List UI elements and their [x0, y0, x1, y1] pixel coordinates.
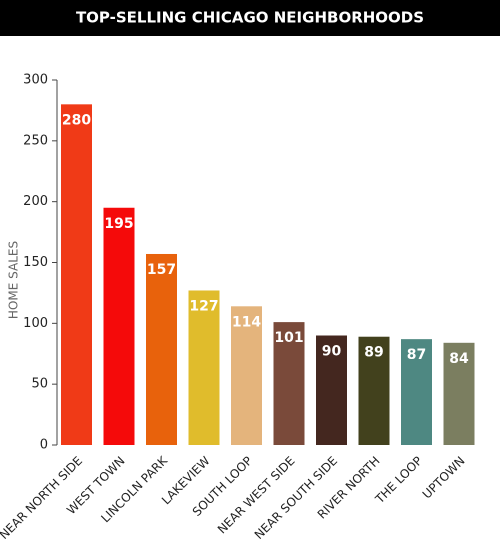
value-label: 87 [407, 347, 426, 363]
chart-title: TOP-SELLING CHICAGO NEIGHBORHOODS [76, 9, 424, 27]
bar [401, 339, 432, 445]
bar [231, 306, 262, 445]
value-label: 84 [449, 351, 469, 367]
x-tick-label: NEAR SOUTH SIDE [252, 454, 340, 541]
value-label: 89 [364, 345, 383, 361]
bar [443, 342, 475, 445]
y-tick-label: 100 [23, 316, 48, 331]
value-label: 114 [232, 314, 261, 330]
value-label: 157 [147, 262, 176, 278]
value-label: 195 [104, 216, 133, 232]
value-label: 101 [274, 330, 303, 346]
value-label: 90 [322, 344, 342, 360]
bar [273, 322, 305, 445]
y-tick-label: 300 [23, 73, 48, 88]
y-tick-label: 250 [23, 133, 48, 148]
value-label: 280 [62, 112, 91, 128]
x-tick-label: UPTOWN [420, 454, 468, 502]
y-tick-label: 200 [23, 194, 48, 209]
x-tick-label: NEAR WEST SIDE [215, 454, 298, 537]
bar [61, 104, 92, 445]
x-tick-label: NEAR NORTH SIDE [0, 454, 85, 541]
y-tick-label: 50 [31, 377, 48, 392]
y-tick-label: 0 [40, 438, 48, 453]
bar [316, 335, 347, 445]
bar [358, 336, 390, 445]
value-label: 127 [189, 298, 218, 314]
y-tick-label: 150 [23, 255, 48, 270]
bar [146, 253, 177, 445]
bar [188, 290, 220, 445]
title-bar [0, 0, 500, 36]
bar [103, 207, 135, 445]
y-axis-label: HOME SALES [7, 241, 21, 319]
